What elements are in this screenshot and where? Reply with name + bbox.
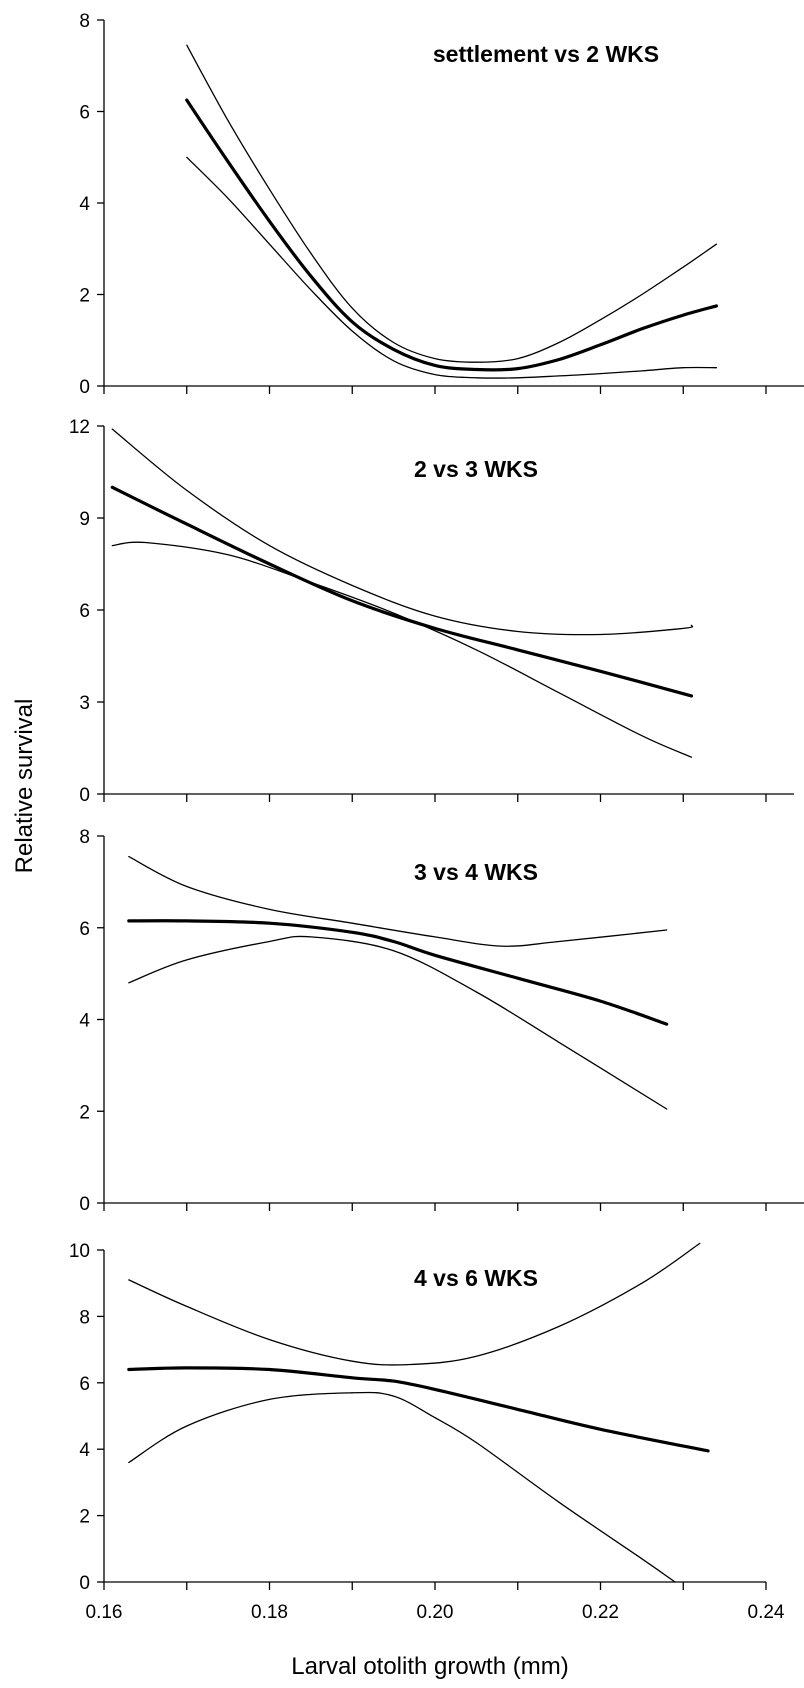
y-tick-label: 2 [79,286,90,307]
panel-title: 2 vs 3 WKS [414,456,538,482]
panel-3: 0 2 4 6 8 3 vs 4 WKS [79,827,804,1215]
series-upper-line [128,1242,701,1366]
y-tick-label: 6 [79,103,90,124]
series-upper-line [128,855,668,947]
series-estimate-line [110,485,694,698]
x-tick-label: 0.18 [251,1602,288,1623]
y-tick-label: 4 [79,194,90,215]
y-tick-label: 0 [79,377,90,398]
x-tick-label: 0.16 [86,1602,123,1623]
panel-1: 0 2 4 6 8 settlement vs 2 WKS [79,11,804,398]
series-upper-line [111,428,694,636]
panel-4: 0 2 4 6 8 10 4 vs 6 WKS 0.16 0.18 0.20 0.22 0.24 [69,1241,785,1623]
y-tick-label: 2 [79,1102,90,1123]
series-estimate-line [185,98,718,372]
x-tick-label: 0.24 [748,1602,785,1623]
panel-title: 4 vs 6 WKS [414,1265,538,1291]
y-tick-label: 9 [79,509,90,530]
y-tick-label: 4 [79,1011,90,1032]
y-tick-label: 3 [79,693,90,714]
y-tick-label: 6 [79,1374,90,1395]
y-tick-label: 0 [79,1194,90,1215]
y-tick-label: 8 [79,827,90,848]
series-lower-line [128,935,668,1110]
y-tick-label: 6 [79,919,90,940]
series-estimate-line [127,1366,710,1453]
x-tick-label: 0.22 [582,1602,619,1623]
x-tick-label: 0.20 [417,1602,454,1623]
series-upper-line [186,44,718,363]
x-axis-title: Larval otolith growth (mm) [291,1653,568,1680]
series-lower-line [186,156,718,379]
y-tick-label: 2 [79,1507,90,1528]
series-lower-line [111,541,693,758]
panel-title: 3 vs 4 WKS [414,859,538,885]
panel-2: 0 3 6 9 12 2 vs 3 WKS [69,417,794,806]
y-tick-label: 12 [69,417,90,438]
y-tick-label: 8 [79,11,90,32]
y-tick-label: 6 [79,601,90,622]
y-axis-title: Relative survival [11,699,38,874]
series-estimate-line [127,919,669,1026]
y-tick-label: 10 [69,1241,90,1262]
y-tick-label: 4 [79,1440,90,1461]
y-tick-label: 0 [79,1573,90,1594]
panel-title: settlement vs 2 WKS [433,41,659,67]
y-tick-label: 8 [79,1307,90,1328]
series-lower-line [128,1391,676,1583]
panels-layer: 0 2 4 6 8 settlement vs 2 WKS 0 3 6 9 12 2 vs 3 WKS… [69,11,804,1623]
y-tick-label: 0 [79,785,90,806]
